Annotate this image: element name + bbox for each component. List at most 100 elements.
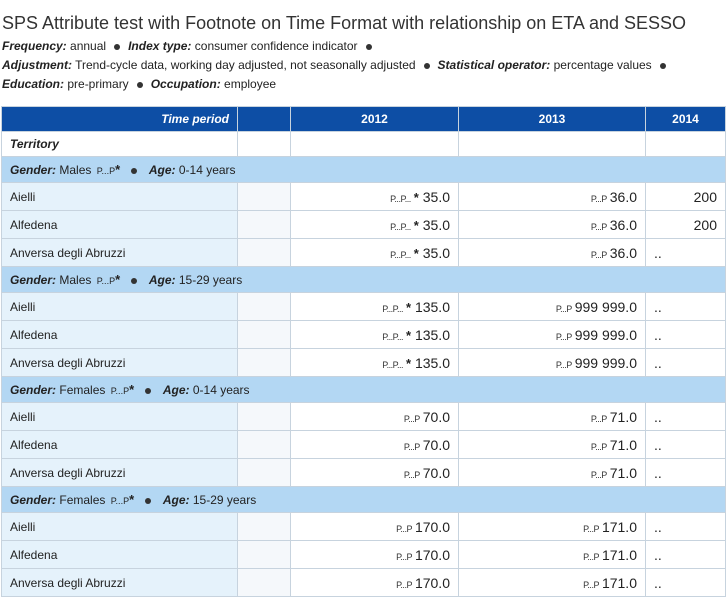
footnote-flag[interactable]: P...P [96,276,116,286]
footnote-star-icon[interactable]: * [129,492,135,507]
observation-flag[interactable]: P...P [583,523,599,534]
value-2012: P...P... * 35.0 [290,182,459,211]
territory-name: Alfedena [1,540,238,569]
value-2014: .. [645,512,726,541]
value-2013: P...P 171.0 [458,568,646,597]
observation-flag[interactable]: P...P [555,331,572,342]
value-2013: P...P 36.0 [458,238,646,267]
value-2012-text: 70.0 [422,464,450,481]
observation-flag[interactable]: P...P [403,469,420,480]
separator-dot [365,43,372,50]
observation-flag[interactable]: P...P... [382,303,403,314]
observation-flag[interactable]: P...P [583,579,599,590]
value-2012-text: 170.0 [414,574,450,591]
table-row: Anversa degli Abruzzi P...P... * 135.0 P.… [1,348,726,377]
footnote-star-icon[interactable]: * [115,272,121,287]
footnote-flag[interactable]: P...P [96,166,116,176]
value-2012-text: 135.0 [414,326,450,343]
observation-flag[interactable]: P...P... [390,221,411,232]
observation-flag[interactable]: P...P [590,469,607,480]
gender-key: Gender: [10,493,57,507]
value-2013-text: 36.0 [609,244,637,261]
metadata-line: Adjustment: Trend-cycle data, working da… [0,56,726,75]
value-2013: P...P 71.0 [458,430,646,459]
value-2014: .. [645,430,726,459]
value-2014: 200 [645,210,726,239]
age-key: Age: [162,383,190,397]
value-2013: P...P 999 999.0 [458,292,646,321]
territory-header: Territory [1,131,238,157]
observation-flag[interactable]: P...P [396,523,412,534]
observation-flag[interactable]: P...P... [390,193,411,204]
year-header-2013[interactable]: 2013 [458,106,646,132]
footnote-flag[interactable]: P...P [110,386,130,396]
row-blank-cell [237,320,291,349]
metadata-line: Education: pre-primary Occupation: employ… [0,75,726,94]
footnote-star-icon[interactable]: * [413,217,419,233]
table-row: Aielli P...P 170.0 P...P 171.0 .. [1,512,726,541]
observation-flag[interactable]: P...P... [382,331,403,342]
separator-dot [145,387,152,394]
footnote-flag[interactable]: P...P [110,496,130,506]
value-2014: .. [645,348,726,377]
value-2013-text: 36.0 [609,216,637,233]
table-row: Alfedena P...P... * 35.0 P...P 36.0 200 [1,210,726,239]
value-2012: P...P 70.0 [290,458,459,487]
territory-name: Anversa degli Abruzzi [1,348,238,377]
observation-flag[interactable]: P...P [555,303,572,314]
observation-flag[interactable]: P...P [590,413,607,424]
row-blank-cell [237,540,291,569]
table-row: Anversa degli Abruzzi P...P 170.0 P...P 17… [1,568,726,597]
row-blank-cell [237,210,291,239]
value-2013: P...P 71.0 [458,458,646,487]
footnote-star-icon[interactable]: * [406,327,412,343]
observation-flag[interactable]: P...P [555,359,572,370]
value-2013-text: 999 999.0 [574,326,637,343]
table-row: Alfedena P...P 70.0 P...P 71.0 .. [1,430,726,459]
value-2012: P...P... * 135.0 [290,320,459,349]
row-blank-cell [237,348,291,377]
row-blank-cell [237,292,291,321]
territory-blank-2013 [458,131,646,157]
observation-flag[interactable]: P...P [403,413,420,424]
metadata-value: percentage values [553,58,652,72]
value-2014: .. [645,540,726,569]
row-blank-cell [237,238,291,267]
age-value: 0-14 years [178,163,236,177]
gender-key: Gender: [10,273,57,287]
age-key: Age: [162,493,190,507]
observation-flag[interactable]: P...P [590,221,607,232]
footnote-star-icon[interactable]: * [413,189,419,205]
observation-flag[interactable]: P...P [396,551,412,562]
value-2012: P...P 170.0 [290,568,459,597]
observation-flag[interactable]: P...P [590,441,607,452]
year-header-2012[interactable]: 2012 [290,106,459,132]
observation-flag[interactable]: P...P [590,193,607,204]
footnote-star-icon[interactable]: * [115,162,121,177]
value-2013-text: 36.0 [609,188,637,205]
value-2013-text: 999 999.0 [574,298,637,315]
observation-flag[interactable]: P...P [403,441,420,452]
footnote-star-icon[interactable]: * [406,299,412,315]
group-header-row: Gender: Females P...P* Age: 15-29 years [1,486,726,513]
observation-flag[interactable]: P...P... [382,359,403,370]
metadata-key: Occupation: [150,77,221,91]
year-header-2014[interactable]: 2014 [645,106,726,132]
footnote-star-icon[interactable]: * [406,355,412,371]
group-header: Gender: Females P...P* Age: 15-29 years [1,486,726,513]
footnote-star-icon[interactable]: * [413,245,419,261]
row-blank-cell [237,568,291,597]
observation-flag[interactable]: P...P... [390,249,411,260]
separator-dot [145,497,152,504]
footnote-star-icon[interactable]: * [129,382,135,397]
metadata-line: Frequency: annual Index type: consumer co… [0,37,726,56]
observation-flag[interactable]: P...P [590,249,607,260]
gender-value: Females [59,493,106,507]
value-2013: P...P 36.0 [458,182,646,211]
observation-flag[interactable]: P...P [396,579,412,590]
value-2012-text: 35.0 [422,188,450,205]
row-blank-cell [237,512,291,541]
observation-flag[interactable]: P...P [583,551,599,562]
value-2013: P...P 999 999.0 [458,348,646,377]
row-blank-cell [237,182,291,211]
